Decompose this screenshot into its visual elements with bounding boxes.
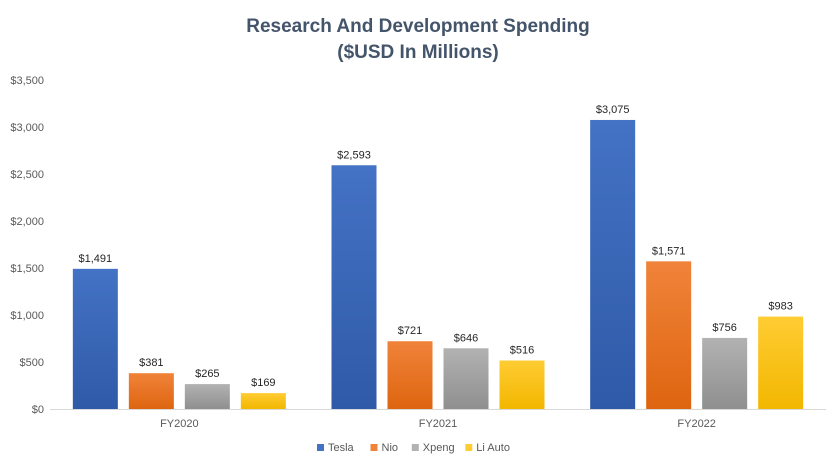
y-tick-label: $3,000 xyxy=(10,122,44,134)
bar-xpeng-fy2020 xyxy=(184,384,230,409)
legend-label: Tesla xyxy=(328,442,355,454)
data-label: $265 xyxy=(195,368,219,380)
y-tick-label: $3,500 xyxy=(10,75,44,87)
legend: Tesla Nio Xpeng Li Auto xyxy=(317,442,510,454)
y-tick-label: $500 xyxy=(20,357,44,369)
y-tick-label: $1,000 xyxy=(10,310,44,322)
chart-subtitle: ($USD In Millions) xyxy=(337,42,499,63)
axis-layer: $0 $500 $1,000 $1,500 $2,000 $2,500 $3,000 $3,5… xyxy=(10,75,826,430)
legend-swatch xyxy=(411,444,419,451)
data-label: $1,491 xyxy=(79,253,113,265)
y-tick-label: $2,000 xyxy=(10,216,44,228)
bar-li-auto-fy2021 xyxy=(499,360,545,409)
legend-item-xpeng: Xpeng xyxy=(411,442,455,454)
y-tick-label: $1,500 xyxy=(10,263,44,275)
chart-title: Research And Development Spending xyxy=(246,16,589,37)
data-label: $169 xyxy=(251,377,275,389)
data-label: $983 xyxy=(768,301,792,313)
bar-tesla-fy2020 xyxy=(72,268,118,409)
data-label: $1,571 xyxy=(652,245,686,257)
legend-label: Nio xyxy=(382,442,399,454)
data-label: $381 xyxy=(139,357,163,369)
legend-item-tesla: Tesla xyxy=(317,442,355,454)
legend-label: Xpeng xyxy=(423,442,455,454)
bar-li-auto-fy2020 xyxy=(240,393,286,409)
legend-item-nio: Nio xyxy=(370,442,399,454)
y-tick-label: $2,500 xyxy=(10,169,44,181)
legend-item-li-auto: Li Auto xyxy=(465,442,510,454)
data-label: $756 xyxy=(712,322,736,334)
x-category-label: FY2021 xyxy=(419,418,458,430)
bar-tesla-fy2022 xyxy=(590,119,636,409)
bar-nio-fy2020 xyxy=(128,373,174,409)
bar-nio-fy2021 xyxy=(387,341,433,409)
legend-swatch xyxy=(465,444,473,451)
legend-label: Li Auto xyxy=(476,442,510,454)
legend-swatch xyxy=(370,444,378,451)
y-tick-label: $0 xyxy=(32,404,44,416)
bar-tesla-fy2021 xyxy=(331,165,377,409)
data-label: $646 xyxy=(454,332,478,344)
bars-layer xyxy=(72,119,804,409)
data-label: $2,593 xyxy=(337,149,371,161)
bar-xpeng-fy2021 xyxy=(443,348,489,409)
legend-swatch xyxy=(317,444,324,451)
x-category-label: FY2022 xyxy=(677,418,716,430)
bar-li-auto-fy2022 xyxy=(758,316,804,409)
bar-xpeng-fy2022 xyxy=(702,337,748,409)
data-label: $516 xyxy=(510,344,534,356)
x-category-label: FY2020 xyxy=(160,418,199,430)
data-label: $3,075 xyxy=(596,104,630,116)
data-labels-layer: $1,491 $381 $265 $169 $2,593 $721 $646 $516 $3,0… xyxy=(79,104,793,389)
bar-nio-fy2022 xyxy=(646,261,692,409)
data-label: $721 xyxy=(398,325,422,337)
